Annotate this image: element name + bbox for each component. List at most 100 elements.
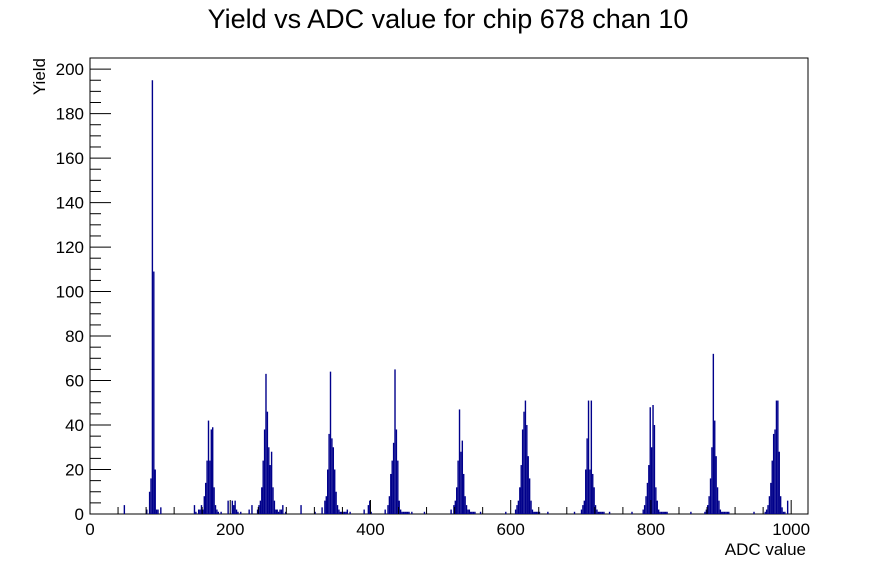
histogram-bar [660,511,663,514]
histogram-bar [363,509,365,514]
histogram-bar [524,400,527,514]
histogram-bar [331,438,333,514]
histogram-bar [231,500,234,514]
histogram-bar [456,487,458,514]
histogram-bar [649,407,651,514]
histogram-bar [714,420,716,514]
histogram-bar [597,511,600,514]
histogram-bar [214,505,217,514]
histogram-bar [233,505,235,514]
histogram-bar [519,487,521,514]
histogram-bar [719,509,722,514]
histogram-bar [370,511,372,514]
histogram-bar [367,505,370,514]
y-tick-label: 120 [56,238,84,257]
histogram-bar [460,451,462,514]
histogram-bar [405,511,407,514]
histogram-bar [343,511,346,514]
histogram-bar [526,425,528,514]
histogram-bar [528,478,531,514]
histogram-bar [394,369,396,514]
histogram-bar [227,500,229,514]
histogram-bar [282,505,284,514]
histogram-bar [782,511,785,514]
y-tick-label: 0 [75,505,84,524]
histogram-bar [779,496,782,514]
histogram-bar [213,487,215,514]
histogram-bar [193,505,196,514]
histogram-bar [338,509,340,514]
histogram-bar [592,473,594,514]
histogram-bar [321,507,323,514]
histogram-bar [784,511,786,514]
histogram-bar [155,509,158,514]
histogram-bar [464,496,466,514]
histogram-bar [202,509,204,514]
histogram-bar [786,500,789,514]
histogram-bar [722,511,724,514]
histogram-bar [212,427,214,514]
histogram-bar [516,505,518,514]
histogram-bar [270,451,273,514]
histogram-bar [479,511,482,514]
y-tick-label: 180 [56,105,84,124]
histogram-bar [775,400,778,514]
histogram-bar [461,440,464,514]
histogram-bar [707,505,709,514]
histogram-bar [325,496,327,514]
histogram-bar [345,511,347,514]
histogram-bar [248,509,250,514]
histogram-bar [648,465,650,514]
histogram-bar [593,487,595,514]
histogram-bar [280,509,283,514]
histogram-bar [262,460,264,514]
histogram-bar [272,487,274,514]
y-tick-label: 40 [65,416,84,435]
x-tick-label: 0 [85,520,94,539]
histogram-bar [474,511,476,514]
histogram-bar [259,500,262,514]
histogram-bar [470,511,472,514]
histogram-bar [520,465,522,514]
histogram-bar [601,511,604,514]
histogram-bar [537,511,539,514]
histogram-bar [273,500,276,514]
histogram-bar [408,511,410,514]
y-tick-label: 80 [65,327,84,346]
histogram-bar [199,509,201,514]
histogram-bar [527,456,529,514]
histogram-bar [596,509,598,514]
histogram-bar [514,509,517,514]
y-tick-label: 60 [65,372,84,391]
histogram-bar [533,511,535,514]
histogram-bar [712,353,715,514]
histogram-bar [279,509,281,514]
histogram-bar [599,511,601,514]
histogram-bar [771,460,773,514]
histogram-bar [277,511,280,514]
histogram-bar [764,511,766,514]
histogram-bar [261,487,263,514]
histogram-bar [397,460,399,514]
histogram-bar [534,511,536,514]
histogram-bar [237,511,239,514]
histogram-bar [266,411,269,514]
histogram-bar [240,511,242,514]
x-axis: 0 200 400 600 800 1000 [85,500,810,539]
histogram-bar [197,509,200,514]
histogram-bar [583,500,586,514]
histogram-bar [716,487,719,514]
histogram-bar [690,511,692,514]
histogram-bar [209,460,211,514]
histogram-bar [708,496,710,514]
histogram-bar [332,447,335,514]
x-tick-label: 400 [356,520,384,539]
histogram-bar [458,409,461,514]
histogram-bar [157,509,159,514]
histogram-bar [207,420,210,514]
histogram-bar [339,511,342,514]
histogram-bar [589,469,591,514]
x-tick-label: 800 [637,520,665,539]
histogram-bar [398,500,400,514]
